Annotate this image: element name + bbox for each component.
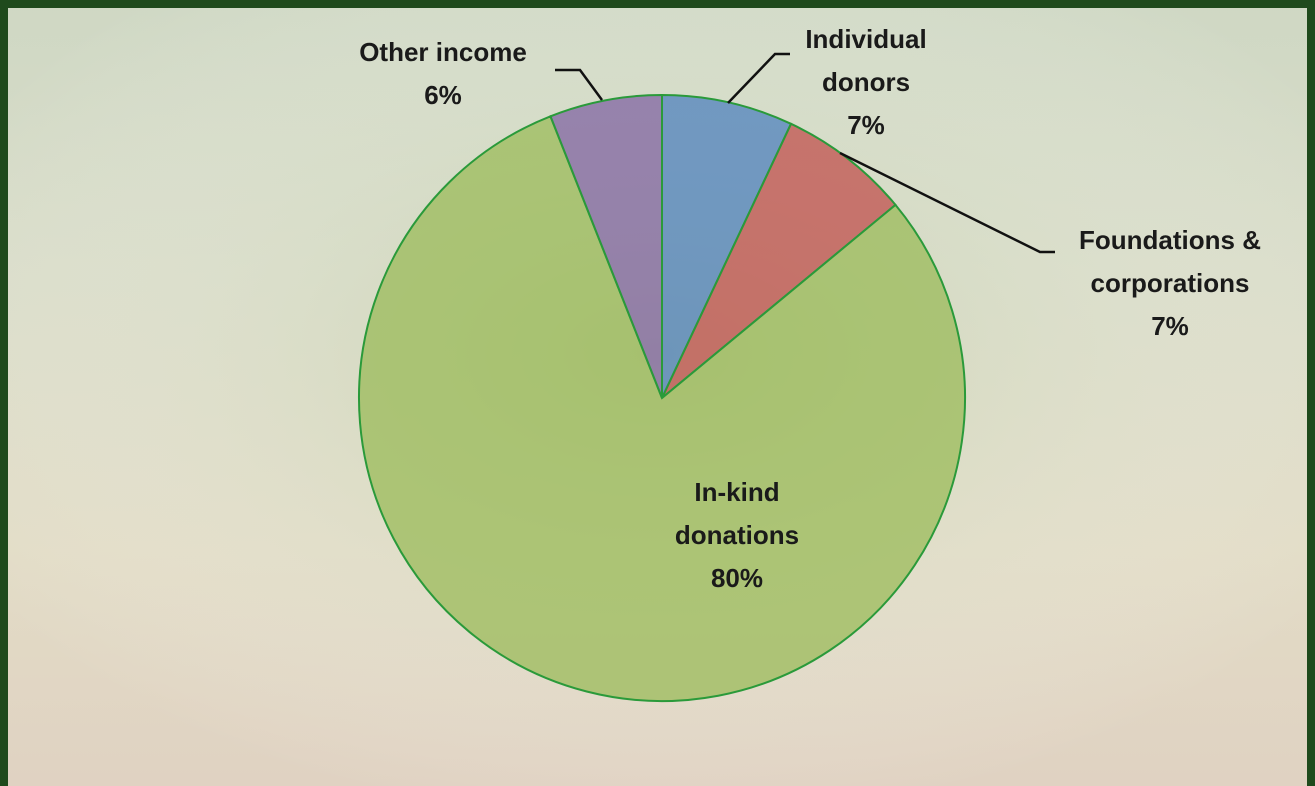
leader-line — [727, 52, 790, 104]
category-label: In-kind donations — [674, 477, 800, 550]
data-label: Other income 6% — [313, 31, 573, 117]
data-label: In-kind donations 80% — [652, 471, 822, 600]
data-label: Foundations & corporations 7% — [1055, 219, 1285, 348]
value-label: 6% — [424, 80, 462, 110]
value-label: 7% — [847, 110, 885, 140]
category-label: Individual donors — [805, 24, 927, 97]
category-label: Foundations & corporations — [1079, 225, 1261, 298]
pie-slice — [661, 122, 897, 399]
data-label: Individual donors 7% — [786, 18, 946, 147]
pie — [358, 93, 966, 702]
category-label: Other income — [359, 37, 527, 67]
leader-lines — [555, 52, 1055, 254]
pie-slice — [549, 93, 663, 399]
pie-slice — [358, 114, 966, 702]
leader-line — [839, 151, 1055, 254]
value-label: 7% — [1151, 311, 1189, 341]
value-label: 80% — [710, 563, 764, 593]
leader-line — [555, 68, 604, 101]
